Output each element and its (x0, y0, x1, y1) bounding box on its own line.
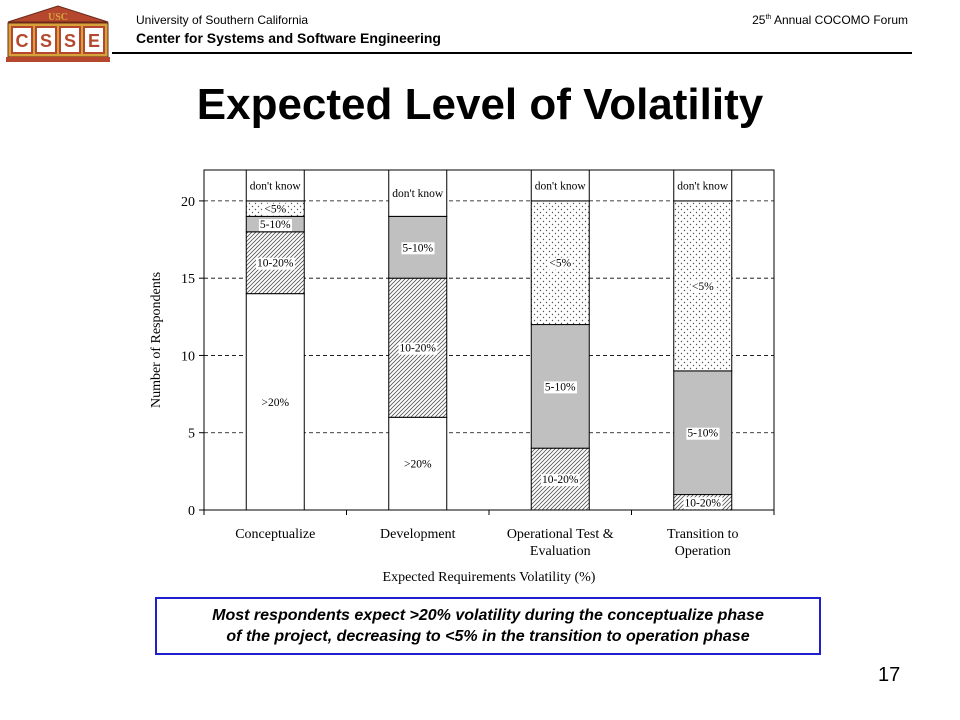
segment-label-bg-2-3 (548, 257, 573, 270)
y-tick-label-15: 15 (181, 272, 195, 287)
callout-line-1: Most respondents expect >20% volatility … (212, 607, 764, 624)
segment-label-bg-3-1 (683, 497, 723, 510)
segment-label-2-4: don't know (535, 180, 587, 192)
header-forum: 25th Annual COCOMO Forum (752, 13, 908, 27)
header-divider (112, 52, 912, 54)
callout-line-2: of the project, decreasing to <5% in the… (226, 628, 750, 645)
segment-label-bg-3-4 (676, 180, 730, 193)
bar-segment-1-0 (388, 416, 448, 511)
segment-label-bg-3-2 (686, 427, 720, 440)
segment-label-3-1: 10-20% (685, 497, 722, 509)
segment-label-bg-0-3 (263, 203, 288, 216)
y-tick-label-5: 5 (188, 427, 195, 442)
usc-csse-logo: USC C S S E (6, 5, 110, 62)
segment-label-0-3: <5% (264, 204, 286, 216)
page-number: 17 (878, 664, 901, 686)
segment-label-bg-0-2 (258, 219, 292, 232)
segment-label-3-3: <5% (692, 281, 714, 293)
logo-letter-e: E (88, 31, 100, 51)
logo-letter-c: C (16, 31, 29, 51)
header-university: University of Southern California (136, 13, 309, 27)
segment-label-0-2: 5-10% (260, 219, 291, 231)
segment-label-bg-1-1 (398, 342, 438, 355)
y-axis-label: Number of Respondents (149, 272, 164, 408)
segment-label-bg-2-4 (533, 180, 588, 193)
segment-label-1-2: 5-10% (402, 242, 433, 254)
segment-label-1-1: 10-20% (400, 343, 437, 355)
segment-label-2-1: 10-20% (542, 474, 579, 486)
segment-label-bg-1-4 (391, 188, 445, 201)
segment-label-3-2: 5-10% (687, 428, 718, 440)
segment-label-1-4: don't know (392, 188, 444, 200)
segment-label-0-0: >20% (261, 397, 289, 409)
category-label-0: Conceptualize (235, 527, 315, 542)
segment-label-0-1: 10-20% (257, 258, 294, 270)
segment-label-1-0: >20% (404, 459, 432, 471)
y-tick-label-0: 0 (188, 504, 195, 519)
segment-label-bg-1-2 (401, 242, 435, 255)
segment-label-bg-2-2 (543, 381, 577, 394)
category-label-3: Transition to Operation (667, 527, 738, 559)
logo-usc-text: USC (48, 12, 68, 23)
x-axis-label: Expected Requirements Volatility (%) (383, 570, 596, 585)
segment-label-3-4: don't know (677, 180, 729, 192)
y-tick-label-20: 20 (181, 195, 195, 210)
segment-label-bg-0-4 (248, 180, 303, 193)
segment-label-bg-2-1 (541, 474, 580, 487)
volatility-chart: >20% 10-20% 5-10% <5% don't know >20% 10-20% 5-… (149, 169, 775, 585)
segment-label-bg-3-3 (690, 280, 716, 293)
chart-bars: >20% 10-20% 5-10% <5% don't know >20% 10-20% 5-… (245, 169, 733, 511)
forum-number: 25 (752, 13, 766, 27)
forum-name: Annual COCOMO Forum (771, 13, 908, 27)
segment-label-2-2: 5-10% (545, 381, 576, 393)
slide-title: Expected Level of Volatility (196, 80, 764, 129)
segment-label-bg-1-0 (402, 458, 433, 471)
logo-letter-s2: S (64, 31, 76, 51)
chart-axes: 0 5 10 15 20 Conceptualize Development Operatio… (181, 169, 775, 559)
segment-label-bg-0-1 (256, 257, 295, 270)
y-tick-label-10: 10 (181, 349, 195, 364)
logo-letter-s1: S (40, 31, 52, 51)
segment-label-bg-0-0 (260, 396, 291, 409)
category-label-1: Development (380, 527, 456, 542)
segment-label-2-3: <5% (549, 258, 571, 270)
header-center-name: Center for Systems and Software Engineer… (136, 30, 441, 46)
segment-label-0-4: don't know (250, 180, 302, 192)
summary-callout: Most respondents expect >20% volatility … (155, 597, 821, 655)
forum-ordinal: th (765, 14, 772, 21)
category-label-2: Operational Test & Evaluation (507, 527, 614, 559)
